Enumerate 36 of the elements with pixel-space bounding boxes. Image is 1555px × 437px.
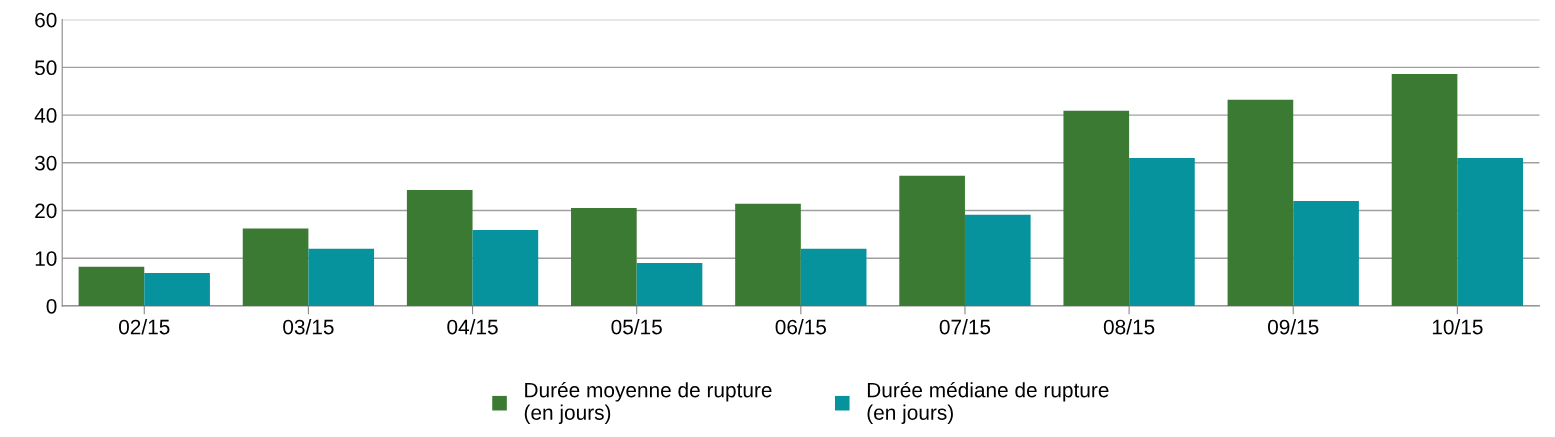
bar: [144, 272, 210, 306]
bar: [472, 230, 539, 306]
x-tick-label: 02/15: [119, 319, 170, 335]
x-tick-label: 04/15: [447, 319, 498, 335]
x-tick-label: 10/15: [1432, 319, 1483, 335]
y-tick-label: 40: [34, 108, 57, 123]
y-tick-label: 0: [46, 298, 57, 314]
y-tick-label: 60: [35, 12, 57, 28]
x-tick-label: 07/15: [939, 319, 991, 335]
bar: [406, 189, 473, 306]
bar: [1293, 200, 1359, 306]
bar: [242, 228, 309, 306]
bar: [308, 248, 375, 306]
x-tick-label: 03/15: [283, 319, 334, 335]
legend-label: Durée médiane de rupture (en jours): [867, 381, 1109, 424]
x-tick-label: 06/15: [775, 319, 827, 335]
bar: [1063, 110, 1130, 306]
bar: [1457, 158, 1524, 306]
bar: [571, 208, 637, 306]
y-tick-label: 30: [34, 155, 57, 171]
y-tick-label: 10: [35, 251, 57, 266]
bar: [735, 203, 801, 306]
bar: [78, 266, 145, 306]
bar: [899, 175, 965, 306]
bar: [964, 214, 1031, 306]
y-tick-label: 50: [35, 60, 57, 76]
bar: [1129, 158, 1195, 306]
x-tick-label: 08/15: [1103, 319, 1155, 335]
y-tick-label: 20: [35, 203, 57, 219]
x-tick-label: 09/15: [1267, 319, 1319, 335]
bar: [800, 248, 867, 306]
bar: [636, 262, 703, 306]
bar: [1227, 99, 1294, 306]
bar: [1391, 74, 1458, 306]
x-tick-label: 05/15: [611, 319, 662, 335]
legend-label: Durée moyenne de rupture (en jours): [524, 381, 772, 424]
